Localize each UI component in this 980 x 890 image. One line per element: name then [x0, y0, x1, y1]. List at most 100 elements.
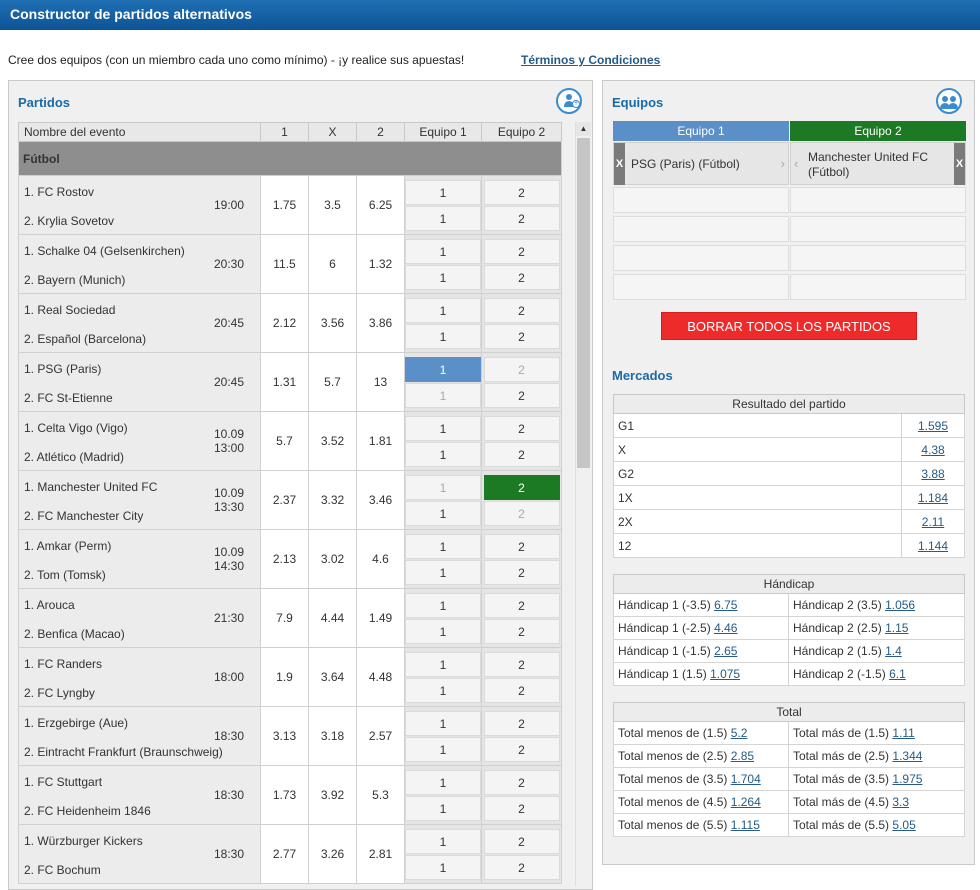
total-odd-link[interactable]: 1.11 [892, 726, 915, 740]
team2-select-button[interactable]: 2 [483, 769, 560, 795]
handicap-odd-link[interactable]: 1.056 [885, 598, 916, 612]
total-cell: Total menos de (3.5) 1.704 [613, 767, 789, 791]
handicap-odd-link[interactable]: 1.15 [885, 621, 909, 635]
team-builder-icon[interactable]: + [556, 88, 582, 114]
team2-select-button[interactable]: 2 [483, 297, 560, 323]
team2-select-button[interactable]: 2 [483, 441, 560, 467]
handicap-row: Hándicap 1 (-3.5) 6.75 Hándicap 2 (3.5) 1… [613, 593, 966, 617]
team2-select-button[interactable]: 2 [483, 828, 560, 854]
total-odd-link[interactable]: 1.975 [892, 772, 923, 786]
team1-select-button[interactable]: 1 [405, 323, 481, 349]
scroll-up-arrow-icon[interactable]: ▲ [576, 122, 591, 136]
teams-group-icon[interactable] [936, 88, 962, 114]
team2-select-button[interactable]: 2 [483, 533, 560, 559]
team1-select-button[interactable]: 1 [405, 736, 481, 762]
team2-select-button[interactable]: 2 [483, 264, 560, 290]
team1-select-button[interactable]: 1 [405, 264, 481, 290]
total-odd-link[interactable]: 1.264 [730, 795, 761, 809]
result-odd-link[interactable]: 3.88 [921, 466, 945, 481]
team2-select-button[interactable]: 2 [483, 323, 560, 349]
team2-select-button[interactable]: 2 [483, 559, 560, 585]
team1-select-button[interactable]: 1 [405, 205, 481, 231]
team2-select-button[interactable]: 2 [483, 710, 560, 736]
team1-member[interactable]: X PSG (Paris) (Fútbol) › [613, 142, 789, 185]
team1-select-button[interactable]: 1 [405, 769, 481, 795]
events-scrollbar[interactable]: ▲ [575, 122, 591, 886]
team2-select-button[interactable]: 2 [483, 795, 560, 821]
team1-select-button[interactable]: 1 [405, 710, 481, 736]
event-name-cell: 1. Erzgebirge (Aue) 2. Eintracht Frankfur… [18, 706, 261, 766]
total-cell: Total más de (5.5) 5.05 [787, 813, 966, 837]
total-odd-link[interactable]: 1.704 [730, 772, 761, 786]
team2-select-button[interactable]: 2 [483, 854, 560, 880]
team2-select-button[interactable]: 2 [483, 382, 560, 408]
team2-select-button[interactable]: 2 [483, 205, 560, 231]
result-odd-link[interactable]: 1.144 [917, 538, 949, 553]
team1-select-button[interactable]: 1 [405, 795, 481, 821]
team1-select-button[interactable]: 1 [405, 441, 481, 467]
team1-select-button[interactable]: 1 [405, 618, 481, 644]
result-odd-link[interactable]: 2.11 [921, 514, 945, 529]
total-label: Total menos de (4.5) [618, 795, 728, 809]
team1-select-button[interactable]: 1 [405, 179, 481, 205]
result-odd-link[interactable]: 1.184 [917, 490, 949, 505]
team1-select-button[interactable]: 1 [405, 238, 481, 264]
team1-select-button[interactable]: 1 [405, 533, 481, 559]
total-odd-link[interactable]: 3.3 [892, 795, 910, 809]
team2-select-button[interactable]: 2 [483, 356, 560, 382]
event-row: 1. PSG (Paris) 2. FC St-Etienne 20:45 1.31 5… [18, 352, 562, 412]
total-odd-link[interactable]: 2.85 [730, 749, 755, 763]
team2-select-button[interactable]: 2 [483, 415, 560, 441]
team2-select-button[interactable]: 2 [483, 677, 560, 703]
result-odd-cell: 1.144 [900, 533, 966, 558]
team1-select-button[interactable]: 1 [405, 854, 481, 880]
handicap-odd-link[interactable]: 6.75 [714, 598, 738, 612]
team1-select-button[interactable]: 1 [405, 415, 481, 441]
team2-select-button[interactable]: 2 [483, 736, 560, 762]
handicap-odd-link[interactable]: 1.075 [710, 667, 741, 681]
handicap-odd-link[interactable]: 6.1 [889, 667, 906, 681]
total-odd-link[interactable]: 5.05 [892, 818, 916, 832]
team1-select-button[interactable]: 1 [405, 592, 481, 618]
chevron-right-icon[interactable]: › [780, 156, 785, 171]
team1-select-button[interactable]: 1 [405, 651, 481, 677]
team2-select-button[interactable]: 2 [483, 592, 560, 618]
terms-link[interactable]: Términos y Condiciones [521, 53, 661, 67]
team2-select-button[interactable]: 2 [483, 474, 560, 500]
team2-select-button[interactable]: 2 [483, 500, 560, 526]
team2-member[interactable]: ‹ Manchester United FC (Fútbol) X [790, 142, 966, 185]
chevron-left-icon[interactable]: ‹ [794, 156, 799, 171]
handicap-label: Hándicap 2 (-1.5) [793, 667, 886, 681]
team1-select-button[interactable]: 1 [405, 500, 481, 526]
team2-select-button[interactable]: 2 [483, 651, 560, 677]
team1-select-button[interactable]: 1 [405, 356, 481, 382]
team1-select-button[interactable]: 1 [405, 297, 481, 323]
total-cell: Total más de (1.5) 1.11 [787, 721, 966, 745]
total-market-header: Total [612, 702, 966, 722]
team2-select-button[interactable]: 2 [483, 618, 560, 644]
total-label: Total más de (5.5) [793, 818, 890, 832]
remove-team2-member-button[interactable]: X [954, 143, 965, 185]
team2-select-button[interactable]: 2 [483, 179, 560, 205]
scroll-thumb[interactable] [577, 138, 590, 468]
team1-select-button[interactable]: 1 [405, 474, 481, 500]
clear-all-matches-button[interactable]: BORRAR TODOS LOS PARTIDOS [661, 312, 917, 340]
total-cell: Total más de (3.5) 1.975 [787, 767, 966, 791]
team1-select-button[interactable]: 1 [405, 828, 481, 854]
total-odd-link[interactable]: 1.115 [730, 818, 760, 832]
handicap-odd-link[interactable]: 4.46 [714, 621, 738, 635]
events-table: Nombre del evento 1 X 2 Equipo 1 Equipo … [18, 122, 562, 884]
team1-select-button[interactable]: 1 [405, 382, 481, 408]
team1-select-button[interactable]: 1 [405, 559, 481, 585]
team1-select-button[interactable]: 1 [405, 677, 481, 703]
remove-team1-member-button[interactable]: X [614, 143, 625, 185]
handicap-odd-link[interactable]: 2.65 [714, 644, 738, 658]
result-odd-link[interactable]: 4.38 [921, 442, 945, 457]
total-odd-link[interactable]: 5.2 [730, 726, 748, 740]
team2-select-button[interactable]: 2 [483, 238, 560, 264]
result-odd-link[interactable]: 1.595 [917, 418, 949, 433]
total-odd-link[interactable]: 1.344 [892, 749, 923, 763]
handicap-odd-link[interactable]: 1.4 [885, 644, 902, 658]
